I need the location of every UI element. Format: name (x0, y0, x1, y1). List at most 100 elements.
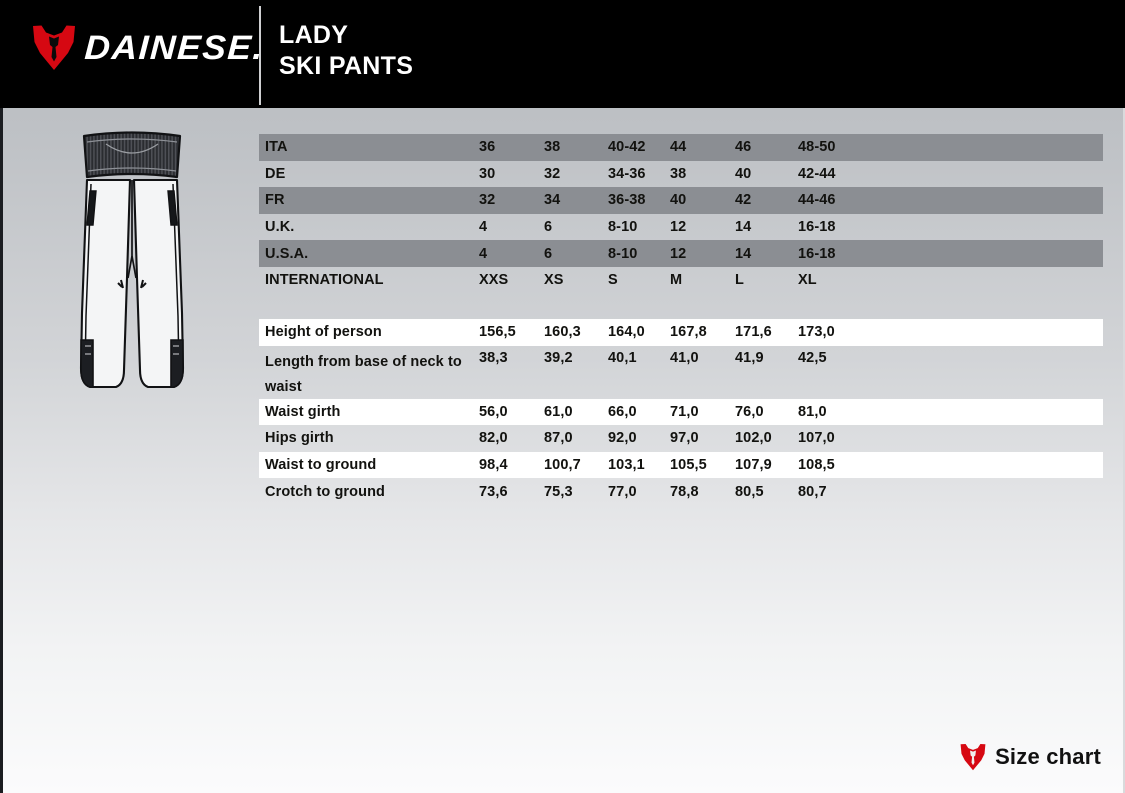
row-value: 171,6 (735, 324, 772, 341)
row-value: 44 (670, 139, 687, 156)
table-row: Hips girth 82,0 87,0 92,0 97,0 102,0 107… (259, 425, 1103, 452)
row-value: 100,7 (544, 457, 581, 474)
header-divider (259, 6, 261, 105)
row-value: 36-38 (608, 192, 646, 209)
row-value: 6 (544, 219, 553, 236)
row-value: 98,4 (479, 457, 508, 474)
row-value: 80,5 (735, 483, 764, 500)
row-value: 4 (479, 219, 488, 236)
row-value: 32 (479, 192, 496, 209)
row-value: 8-10 (608, 245, 638, 262)
row-value: 160,3 (544, 324, 581, 341)
table-row: Waist to ground 98,4 100,7 103,1 105,5 1… (259, 451, 1103, 479)
row-value: 102,0 (735, 430, 772, 447)
row-value: 38 (544, 139, 561, 156)
table-row: INTERNATIONAL XXS XS S M L XL (259, 267, 1103, 294)
row-value: 41,0 (670, 349, 699, 366)
row-value: M (670, 272, 683, 289)
row-value: 97,0 (670, 430, 699, 447)
table-row: Crotch to ground 73,6 75,3 77,0 78,8 80,… (259, 478, 1103, 505)
table-row: ITA 36 38 40-42 44 46 48-50 (259, 134, 1103, 161)
table-row: DE 30 32 34-36 38 40 42-44 (259, 161, 1103, 188)
row-value: 73,6 (479, 483, 508, 500)
row-value: 44-46 (798, 192, 836, 209)
row-value: 34 (544, 192, 561, 209)
row-value: 30 (479, 165, 496, 182)
row-label: Waist to ground (265, 457, 377, 474)
row-value: 40,1 (608, 349, 637, 366)
row-value: 38 (670, 165, 687, 182)
row-value: 16-18 (798, 245, 836, 262)
row-value: 36 (479, 139, 496, 156)
row-value: 8-10 (608, 219, 638, 236)
page-title: LADY SKI PANTS (279, 20, 413, 82)
dainese-devil-mark-icon (32, 24, 76, 71)
row-value: 81,0 (798, 403, 827, 420)
row-label: DE (265, 165, 286, 182)
row-value: 77,0 (608, 483, 637, 500)
row-value: S (608, 272, 618, 289)
row-value: 48-50 (798, 139, 836, 156)
body-measurements-table: Height of person 156,5 160,3 164,0 167,8… (259, 319, 1103, 505)
row-label: Hips girth (265, 430, 334, 447)
row-value: 40-42 (608, 139, 646, 156)
row-value: 56,0 (479, 403, 508, 420)
page-title-line-1: LADY (279, 21, 349, 49)
row-label: U.K. (265, 219, 295, 236)
row-value: 107,0 (798, 430, 835, 447)
row-value: 75,3 (544, 483, 573, 500)
row-label: INTERNATIONAL (265, 272, 384, 289)
row-value: 41,9 (735, 349, 764, 366)
row-value: 40 (735, 165, 752, 182)
row-value: 14 (735, 219, 752, 236)
table-row: U.S.A. 4 6 8-10 12 14 16-18 (259, 240, 1103, 267)
row-value: 14 (735, 245, 752, 262)
row-label: Height of person (265, 324, 382, 341)
page-header: DAINESE. LADY SKI PANTS (0, 0, 1125, 108)
row-value: 61,0 (544, 403, 573, 420)
row-label: U.S.A. (265, 245, 309, 262)
row-value: 34-36 (608, 165, 646, 182)
row-value: 87,0 (544, 430, 573, 447)
row-label: Waist girth (265, 403, 341, 420)
row-value: L (735, 272, 744, 289)
row-label: Crotch to ground (265, 483, 385, 500)
size-conversion-table: ITA 36 38 40-42 44 46 48-50 DE 30 32 34-… (259, 134, 1103, 294)
row-value: 32 (544, 165, 561, 182)
row-value: 107,9 (735, 457, 772, 474)
row-value: 46 (735, 139, 752, 156)
table-row: U.K. 4 6 8-10 12 14 16-18 (259, 214, 1103, 241)
row-value: 173,0 (798, 324, 835, 341)
row-value: 156,5 (479, 324, 516, 341)
row-value: 16-18 (798, 219, 836, 236)
row-label: Length from base of neck to waist (265, 353, 462, 395)
row-value: XS (544, 272, 564, 289)
row-value: 42 (735, 192, 752, 209)
row-value: 6 (544, 245, 553, 262)
table-row: Height of person 156,5 160,3 164,0 167,8… (259, 319, 1103, 346)
row-value: 164,0 (608, 324, 645, 341)
page-title-line-2: SKI PANTS (279, 52, 414, 80)
row-value: 108,5 (798, 457, 835, 474)
brand-logo: DAINESE. (32, 24, 265, 71)
row-value: 71,0 (670, 403, 699, 420)
row-value: XXS (479, 272, 509, 289)
row-value: 12 (670, 219, 687, 236)
row-value: 42-44 (798, 165, 836, 182)
dainese-devil-mark-icon (960, 743, 986, 771)
row-value: 103,1 (608, 457, 645, 474)
table-row: Waist girth 56,0 61,0 66,0 71,0 76,0 81,… (259, 398, 1103, 426)
row-value: 80,7 (798, 483, 827, 500)
row-value: 39,2 (544, 349, 573, 366)
row-value: 167,8 (670, 324, 707, 341)
row-value: 76,0 (735, 403, 764, 420)
row-value: 78,8 (670, 483, 699, 500)
brand-wordmark: DAINESE. (83, 28, 266, 67)
row-value: 4 (479, 245, 488, 262)
size-chart-label: Size chart (995, 744, 1101, 769)
row-value: 92,0 (608, 430, 637, 447)
size-chart-badge: Size chart (960, 743, 1101, 771)
row-value: 82,0 (479, 430, 508, 447)
row-value: 12 (670, 245, 687, 262)
